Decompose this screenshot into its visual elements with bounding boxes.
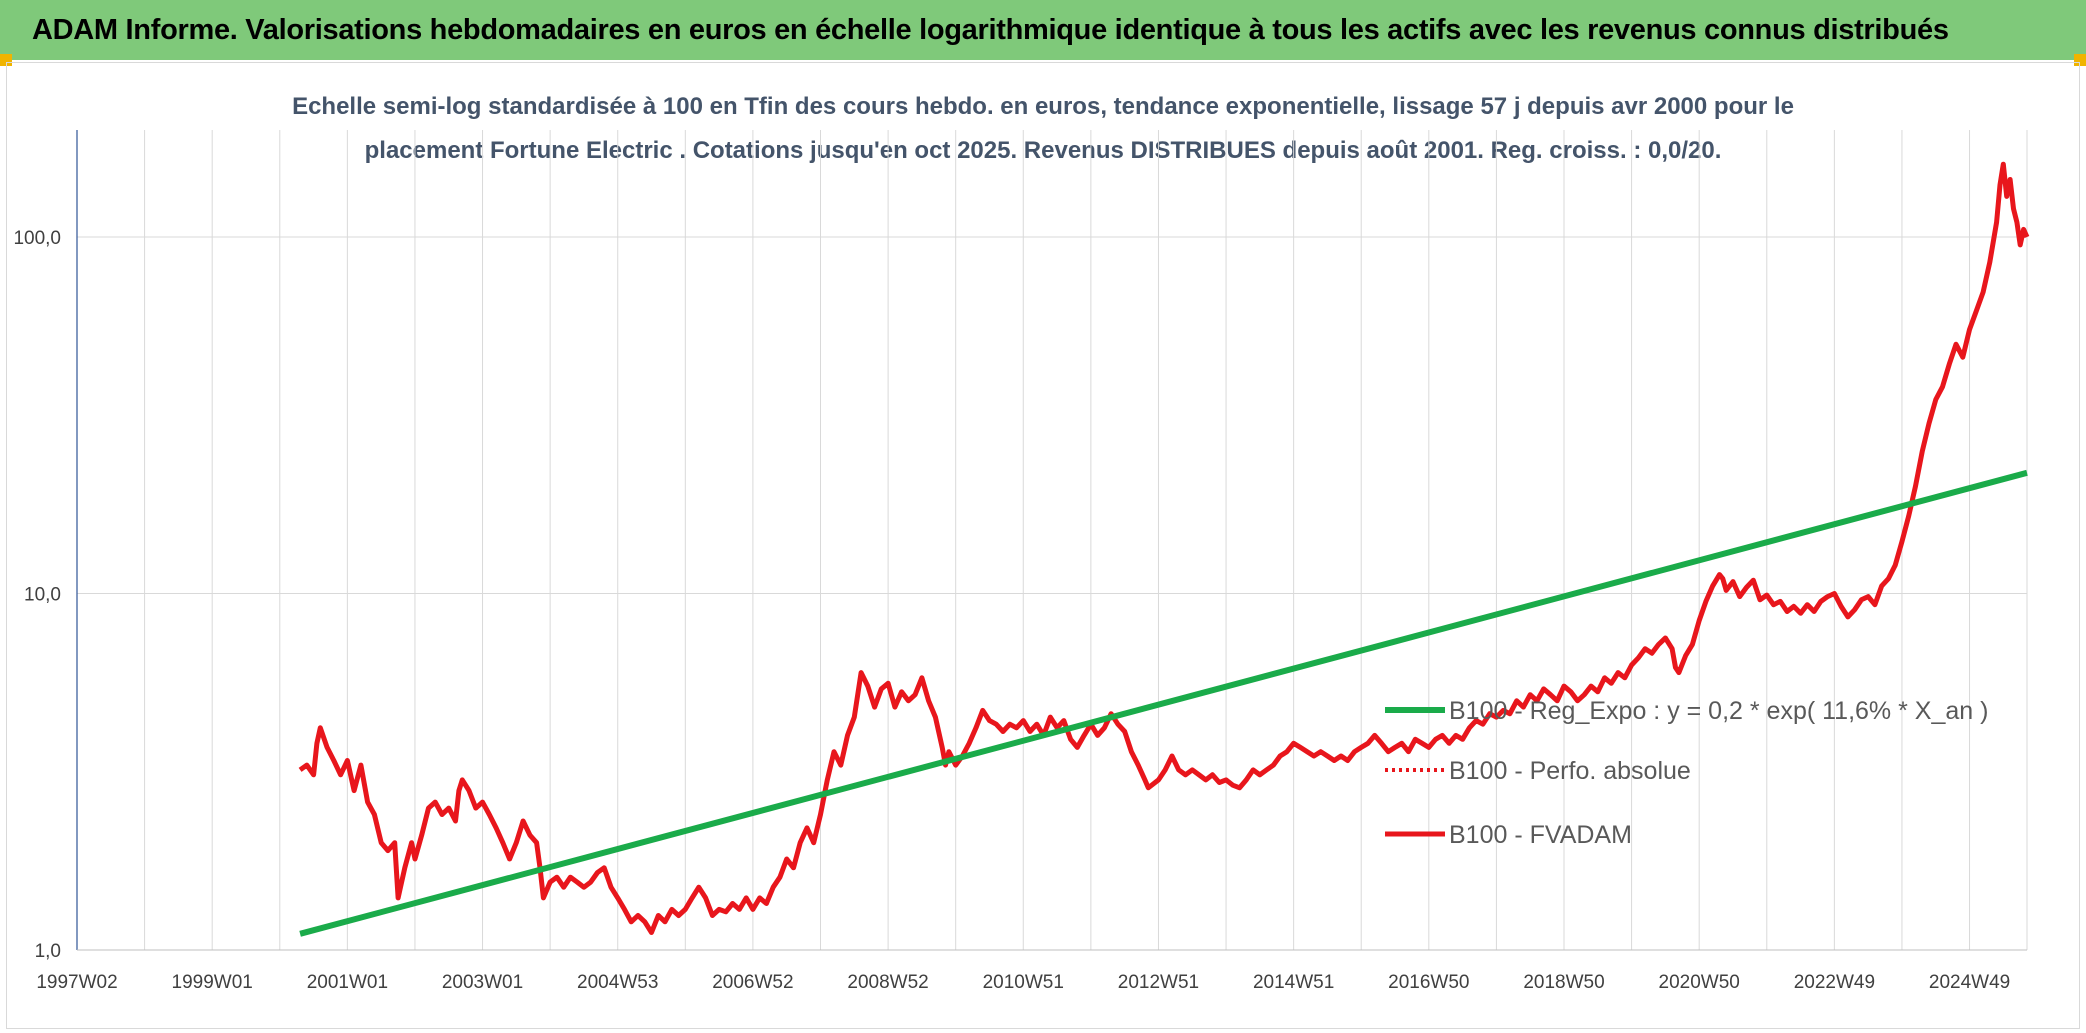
series-line-solid-red	[298, 161, 2030, 935]
y-tick-label: 10,0	[24, 585, 61, 606]
chart-subtitle-line-1: Echelle semi-log standardisée à 100 en T…	[292, 93, 1794, 120]
legend-label: B100 - Perfo. absolue	[1449, 757, 1691, 785]
legend: B100 - Reg_Expo : y = 0,2 * exp( 11,6% *…	[1385, 697, 1988, 849]
y-tick-label: 1,0	[35, 941, 61, 962]
page-title: ADAM Informe. Valorisations hebdomadaire…	[0, 0, 2086, 60]
corner-marker-right	[2074, 54, 2086, 66]
corner-marker-left	[0, 54, 12, 66]
chart-subtitle-line-2: placement Fortune Electric . Cotations j…	[365, 137, 1722, 164]
chart-frame	[6, 62, 2080, 1029]
x-tick-label: 2024W49	[1929, 972, 2010, 993]
series	[298, 161, 2030, 937]
x-tick-label: 2004W53	[577, 972, 658, 993]
x-tick-label: 2020W50	[1659, 972, 1740, 993]
x-tick-label: 2014W51	[1253, 972, 1334, 993]
x-tick-label: 2018W50	[1523, 972, 1604, 993]
axes: 1,0 10,0 100,0 1997W02 1999W01 2001W01 2003W01…	[13, 130, 2027, 993]
legend-label: B100 - FVADAM	[1449, 821, 1632, 849]
x-tick-label: 2001W01	[307, 972, 388, 993]
x-tick-label: 2012W51	[1118, 972, 1199, 993]
x-tick-label: 2008W52	[847, 972, 928, 993]
x-tick-label: 2022W49	[1794, 972, 1875, 993]
series-line-solid-green	[299, 469, 2028, 937]
x-tick-label: 2006W52	[712, 972, 793, 993]
grid	[76, 130, 2028, 951]
x-tick-label: 1997W02	[36, 972, 117, 993]
x-tick-label: 2003W01	[442, 972, 523, 993]
x-tick-label: 2010W51	[983, 972, 1064, 993]
legend-label: B100 - Reg_Expo : y = 0,2 * exp( 11,6% *…	[1449, 697, 1988, 725]
y-tick-label: 100,0	[13, 228, 61, 249]
x-tick-label: 2016W50	[1388, 972, 1469, 993]
x-tick-label: 1999W01	[172, 972, 253, 993]
